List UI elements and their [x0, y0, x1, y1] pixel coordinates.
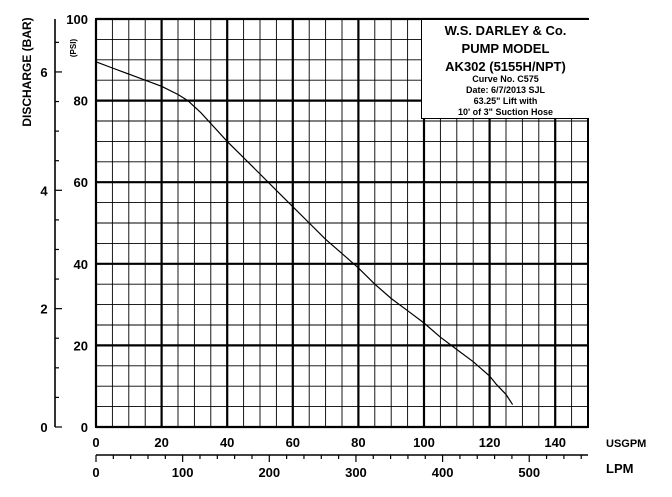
bar-tick-label: 2 [40, 302, 47, 317]
performance-curve [95, 61, 514, 405]
info-date: Date: 6/7/2013 SJL [465, 85, 546, 95]
usgpm-tick-label: 120 [479, 435, 501, 450]
usgpm-tick-label: 40 [220, 435, 234, 450]
info-curve-number: Curve No. C575 [472, 74, 539, 84]
psi-tick-label: 60 [74, 175, 88, 190]
usgpm-tick-label: 100 [413, 435, 435, 450]
usgpm-tick-label: 60 [286, 435, 300, 450]
lpm-tick-label: 300 [345, 465, 367, 480]
psi-tick-label: 100 [66, 12, 88, 27]
bar-tick-label: 0 [40, 420, 47, 435]
usgpm-tick-label: 20 [154, 435, 168, 450]
lpm-tick-label: 200 [258, 465, 280, 480]
plot-frame [95, 18, 589, 428]
ticks [55, 41, 582, 462]
lpm-tick-label: 500 [518, 465, 540, 480]
performance-curve-line [95, 61, 514, 405]
lpm-tick-label: 100 [172, 465, 194, 480]
usgpm-tick-label: 80 [351, 435, 365, 450]
info-pump-model: AK302 (5155H/NPT) [445, 59, 566, 74]
psi-tick-label: 80 [74, 94, 88, 109]
y-axis-title-bar: DISCHARGE (BAR) [20, 17, 34, 126]
axes [54, 18, 589, 456]
lpm-tick-label: 0 [92, 465, 99, 480]
info-suction-hose: 10' of 3" Suction Hose [458, 107, 553, 117]
x-axis-title-usgpm: USGPM [606, 438, 646, 450]
y-axis-title-psi: (PSI) [69, 39, 78, 58]
psi-tick-label: 20 [74, 338, 88, 353]
bar-tick-label: 4 [40, 183, 48, 198]
psi-tick-label: 0 [81, 420, 88, 435]
psi-tick-label: 40 [74, 257, 88, 272]
info-company: W.S. DARLEY & Co. [444, 23, 567, 38]
pump-info-box: W.S. DARLEY & Co. PUMP MODEL AK302 (5155… [421, 20, 589, 119]
lpm-tick-label: 400 [432, 465, 454, 480]
usgpm-tick-label: 140 [544, 435, 566, 450]
info-pump-model-label: PUMP MODEL [461, 41, 550, 56]
x-axis-title-lpm: LPM [606, 461, 633, 476]
info-lift: 63.25" Lift with [473, 96, 538, 106]
bar-tick-label: 6 [40, 65, 47, 80]
usgpm-tick-label: 0 [92, 435, 99, 450]
